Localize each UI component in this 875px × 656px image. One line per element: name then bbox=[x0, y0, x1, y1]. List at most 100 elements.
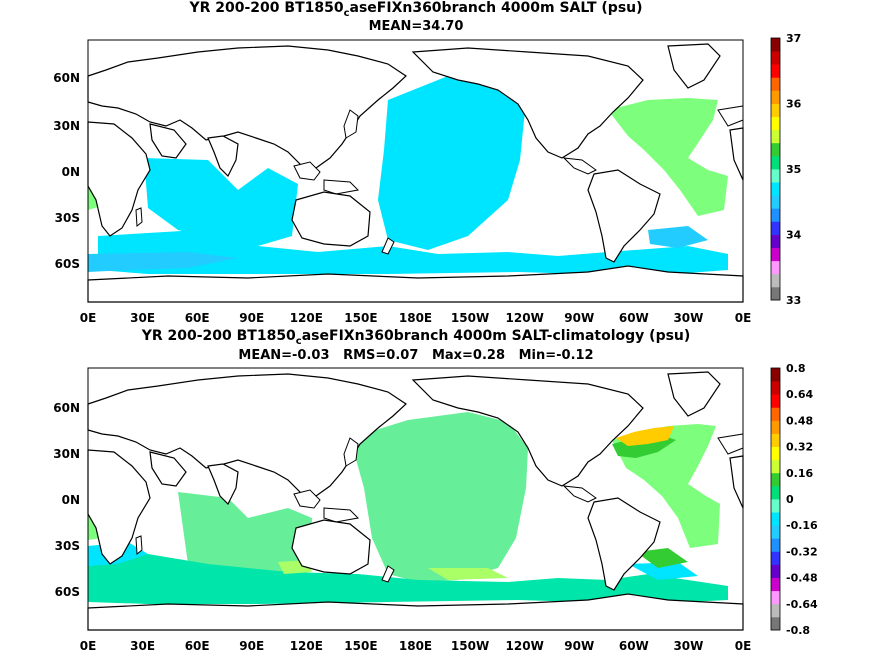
top-y-axis: 60N 30N 0N 30S 60S bbox=[53, 71, 80, 271]
bottom-colorbar-swatch-12 bbox=[771, 459, 780, 474]
top-colorbar-swatch-3 bbox=[771, 247, 780, 262]
top-x-tick-1: 30E bbox=[130, 311, 155, 325]
top-panel-title: YR 200-200 BT1850caseFIXn360branch 4000m… bbox=[189, 0, 643, 19]
top-colorbar-swatch-11 bbox=[771, 142, 780, 157]
bottom-y-tick-60s: 60S bbox=[55, 585, 80, 599]
bottom-colorbar-swatch-16 bbox=[771, 407, 780, 421]
bottom-x-tick-1: 30E bbox=[130, 639, 155, 653]
top-colorbar-label-1: 36 bbox=[786, 98, 802, 111]
top-colorbar-swatch-5 bbox=[771, 221, 780, 235]
bottom-colorbar-label-3: 0.32 bbox=[786, 441, 813, 454]
top-x-axis: 0E 30E 60E 90E 120E 150E 180E 150W 120W 90W 60W 30W… bbox=[80, 311, 752, 325]
bottom-colorbar-swatch-0 bbox=[771, 616, 780, 631]
top-colorbar-label-0: 37 bbox=[786, 32, 801, 45]
bottom-colorbar-label-7: -0.32 bbox=[786, 545, 818, 558]
bottom-colorbar-swatch-8 bbox=[771, 512, 780, 526]
top-y-tick-30s: 30S bbox=[55, 211, 80, 225]
top-colorbar-swatch-13 bbox=[771, 116, 780, 131]
bottom-colorbar-label-1: 0.64 bbox=[786, 388, 813, 401]
top-colorbar-swatch-7 bbox=[771, 195, 780, 209]
bottom-panel-title: YR 200-200 BT1850caseFIXn360branch 4000m… bbox=[141, 328, 691, 347]
top-colorbar-swatch-10 bbox=[771, 155, 780, 170]
bottom-colorbar-swatch-9 bbox=[771, 499, 780, 513]
top-colorbar-swatch-15 bbox=[771, 90, 780, 104]
top-x-tick-7: 150W bbox=[451, 311, 489, 325]
bottom-x-tick-2: 60E bbox=[185, 639, 210, 653]
top-colorbar-swatch-1 bbox=[771, 273, 780, 288]
bottom-colorbar-swatch-13 bbox=[771, 446, 780, 461]
bottom-map-frame bbox=[87, 367, 744, 631]
bottom-colorbar-swatch-6 bbox=[771, 538, 780, 552]
top-map-panel bbox=[87, 39, 744, 303]
top-colorbar-swatch-9 bbox=[771, 169, 780, 183]
top-colorbar-swatch-2 bbox=[771, 260, 780, 275]
bottom-colorbar-label-8: -0.48 bbox=[786, 572, 818, 585]
bottom-colorbar-label-10: -0.8 bbox=[786, 624, 810, 637]
top-colorbar-swatch-18 bbox=[771, 51, 780, 65]
bottom-colorbar-swatch-14 bbox=[771, 433, 780, 447]
bottom-x-tick-12: 0E bbox=[735, 639, 752, 653]
bottom-colorbar-swatch-7 bbox=[771, 525, 780, 539]
bottom-colorbar-swatch-15 bbox=[771, 420, 780, 434]
bottom-colorbar-label-9: -0.64 bbox=[786, 598, 818, 611]
top-x-tick-5: 150E bbox=[344, 311, 377, 325]
top-x-tick-2: 60E bbox=[185, 311, 210, 325]
bottom-x-tick-7: 150W bbox=[451, 639, 489, 653]
bottom-x-axis: 0E 30E 60E 90E 120E 150E 180E 150W 120W 90W 60W 30W… bbox=[80, 639, 752, 653]
bottom-y-tick-0n: 0N bbox=[62, 493, 80, 507]
bottom-map-panel bbox=[87, 367, 744, 631]
top-colorbar-swatch-17 bbox=[771, 64, 780, 78]
bottom-colorbar-swatch-18 bbox=[771, 381, 780, 395]
top-colorbar-swatch-4 bbox=[771, 234, 780, 248]
top-y-tick-60s: 60S bbox=[55, 257, 80, 271]
bottom-x-tick-10: 60W bbox=[619, 639, 649, 653]
top-x-tick-6: 180E bbox=[399, 311, 432, 325]
bottom-colorbar-label-5: 0 bbox=[786, 493, 794, 506]
bottom-colorbar-swatch-17 bbox=[771, 394, 780, 408]
bottom-colorbar-label-4: 0.16 bbox=[786, 467, 813, 480]
bottom-x-tick-6: 180E bbox=[399, 639, 432, 653]
bottom-colorbar-swatch-3 bbox=[771, 577, 780, 592]
top-x-tick-9: 90W bbox=[564, 311, 594, 325]
bottom-colorbar: 0.8 0.64 0.48 0.32 0.16 0 -0.16 -0.32 -0.48 -0.64… bbox=[770, 362, 818, 637]
bottom-colorbar-swatch-2 bbox=[771, 590, 780, 605]
top-colorbar-swatch-0 bbox=[771, 286, 780, 301]
top-colorbar-label-2: 35 bbox=[786, 163, 801, 176]
top-colorbar-swatch-14 bbox=[771, 103, 780, 117]
bottom-colorbar-swatch-19 bbox=[771, 368, 780, 382]
bottom-y-tick-30n: 30N bbox=[53, 447, 80, 461]
top-x-tick-8: 120W bbox=[506, 311, 544, 325]
bottom-colorbar-label-0: 0.8 bbox=[786, 362, 806, 375]
top-colorbar-swatch-12 bbox=[771, 129, 780, 144]
bottom-colorbar-swatch-10 bbox=[771, 485, 780, 500]
bottom-x-tick-11: 30W bbox=[673, 639, 703, 653]
top-map-frame bbox=[87, 39, 744, 303]
bottom-map-field bbox=[88, 412, 728, 604]
bottom-y-axis: 60N 30N 0N 30S 60S bbox=[53, 401, 80, 599]
bottom-x-tick-8: 120W bbox=[506, 639, 544, 653]
bottom-x-tick-9: 90W bbox=[564, 639, 594, 653]
bottom-colorbar-label-6: -0.16 bbox=[786, 519, 818, 532]
bottom-colorbar-swatch-1 bbox=[771, 603, 780, 618]
top-x-tick-3: 90E bbox=[239, 311, 264, 325]
top-x-tick-4: 120E bbox=[290, 311, 323, 325]
top-x-tick-10: 60W bbox=[619, 311, 649, 325]
top-colorbar-label-4: 33 bbox=[786, 294, 801, 307]
top-colorbar-swatch-19 bbox=[771, 38, 780, 52]
top-colorbar-frame bbox=[770, 37, 781, 301]
bottom-y-tick-30s: 30S bbox=[55, 539, 80, 553]
bottom-colorbar-swatch-4 bbox=[771, 564, 780, 578]
bottom-x-tick-4: 120E bbox=[290, 639, 323, 653]
bottom-x-tick-3: 90E bbox=[239, 639, 264, 653]
top-y-tick-60n: 60N bbox=[53, 71, 80, 85]
top-x-tick-0: 0E bbox=[80, 311, 97, 325]
bottom-x-tick-5: 150E bbox=[344, 639, 377, 653]
top-colorbar-swatch-8 bbox=[771, 182, 780, 196]
top-x-tick-12: 0E bbox=[735, 311, 752, 325]
top-colorbar: 37 36 35 34 33 bbox=[770, 32, 802, 307]
bottom-colorbar-swatch-5 bbox=[771, 551, 780, 565]
bottom-colorbar-swatch-11 bbox=[771, 472, 780, 487]
top-y-tick-0n: 0N bbox=[62, 165, 80, 179]
top-panel-stats: MEAN=34.70 bbox=[368, 19, 464, 34]
